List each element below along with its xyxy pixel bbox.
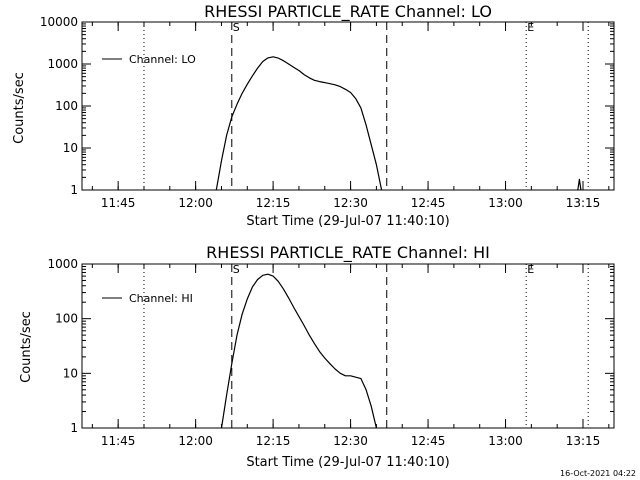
- series-line: [220, 273, 377, 429]
- legend: Channel: HI: [102, 292, 193, 305]
- panel-hi: RHESSI PARTICLE_RATE Channel: HI 1101001…: [19, 243, 615, 470]
- end-marker-label: E: [527, 263, 534, 276]
- x-tick-label: 12:00: [178, 434, 213, 448]
- y-tick-label: 10: [63, 141, 78, 155]
- series-line: [215, 56, 383, 191]
- legend-label: Channel: LO: [129, 53, 196, 66]
- x-tick-label: 12:15: [256, 434, 291, 448]
- x-tick-label: 11:45: [101, 434, 136, 448]
- x-axis-label: Start Time (29-Jul-07 11:40:10): [246, 214, 449, 229]
- y-tick-label: 1000: [47, 57, 78, 71]
- spike-line: [577, 178, 582, 191]
- y-tick-label: 10000: [40, 15, 78, 29]
- start-marker-label: S: [233, 21, 240, 34]
- y-ticks: 1 10 100 1000: [47, 257, 614, 435]
- y-tick-label: 100: [55, 99, 78, 113]
- x-tick-label: 11:45: [101, 196, 136, 210]
- x-tick-label: 12:45: [411, 196, 446, 210]
- legend: Channel: LO: [102, 53, 196, 66]
- x-tick-label: 12:15: [256, 196, 291, 210]
- y-tick-label: 1: [70, 421, 78, 435]
- x-tick-label: 12:30: [333, 196, 368, 210]
- x-ticks: 11:45 12:00 12:15 12:30 12:45 13:00 13:15: [91, 264, 610, 448]
- y-tick-label: 1: [70, 183, 78, 197]
- x-tick-label: 13:15: [566, 434, 601, 448]
- x-tick-label: 12:45: [411, 434, 446, 448]
- x-tick-label: 13:00: [488, 196, 523, 210]
- x-ticks: 11:45 12:00 12:15 12:30 12:45 13:00 13:15: [91, 22, 610, 210]
- chart-title: RHESSI PARTICLE_RATE Channel: HI: [206, 243, 490, 263]
- series-group: [215, 56, 582, 191]
- plot-frame: [81, 21, 615, 191]
- y-ticks: 1 10 100 1000 10000: [40, 15, 614, 197]
- footer-timestamp: 16-Oct-2021 04:22: [560, 469, 636, 478]
- end-marker-label: E: [527, 21, 534, 34]
- x-tick-label: 12:30: [333, 434, 368, 448]
- panel-lo: RHESSI PARTICLE_RATE Channel: LO 1101001…: [12, 2, 615, 229]
- x-axis-label: Start Time (29-Jul-07 11:40:10): [246, 455, 449, 470]
- x-tick-label: 13:15: [566, 196, 601, 210]
- chart-title: RHESSI PARTICLE_RATE Channel: LO: [204, 2, 492, 22]
- y-tick-label: 10: [63, 366, 78, 380]
- x-tick-label: 13:00: [488, 434, 523, 448]
- y-axis-label: Counts/sec: [19, 311, 34, 383]
- start-marker-label: S: [233, 263, 240, 276]
- plot-frame: [81, 263, 615, 429]
- series-group: [220, 273, 377, 429]
- legend-label: Channel: HI: [129, 292, 193, 305]
- y-axis-label: Counts/sec: [12, 72, 27, 144]
- x-tick-label: 12:00: [178, 196, 213, 210]
- y-tick-label: 1000: [47, 257, 78, 271]
- y-tick-label: 100: [55, 312, 78, 326]
